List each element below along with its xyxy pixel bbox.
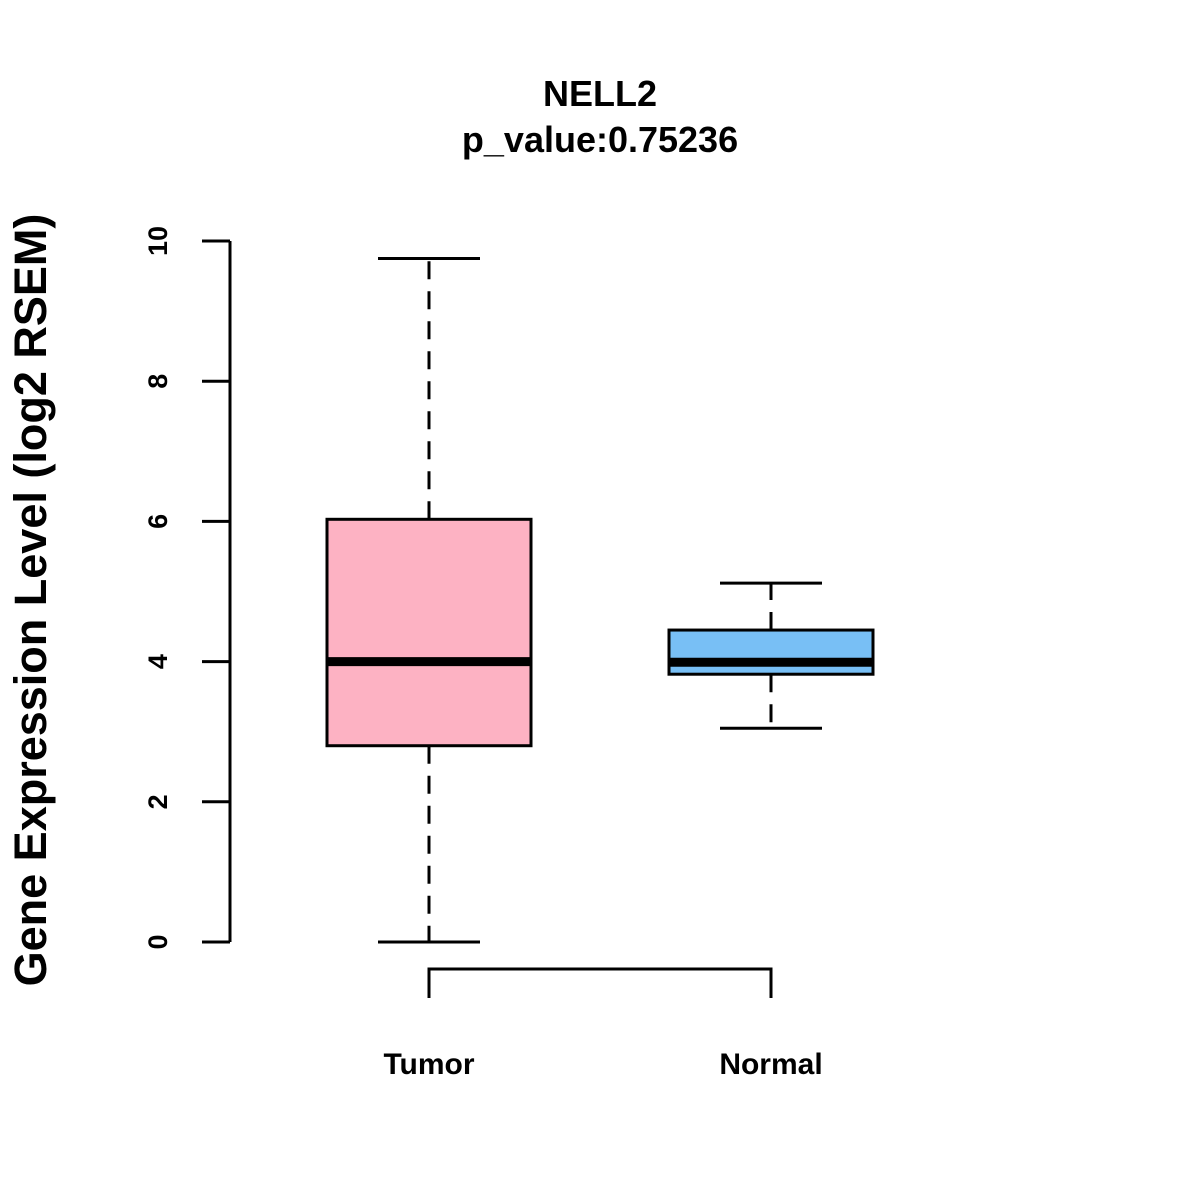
chart-subtitle: p_value:0.75236 <box>462 119 738 160</box>
box-tumor <box>325 257 533 944</box>
y-tick-label: 8 <box>143 374 173 389</box>
y-tick-label: 2 <box>143 794 173 809</box>
box-normal <box>667 581 875 730</box>
category-label-tumor: Tumor <box>383 1048 474 1081</box>
y-axis: 0 2 4 6 8 10 <box>143 226 232 950</box>
box-series <box>325 257 875 944</box>
y-tick-label: 10 <box>143 226 173 256</box>
y-tick-label: 4 <box>143 654 173 669</box>
category-label-normal: Normal <box>719 1048 822 1081</box>
y-tick-label: 6 <box>143 514 173 529</box>
y-axis-label: Gene Expression Level (log2 RSEM) <box>5 214 56 987</box>
iqr-box <box>325 517 533 748</box>
bracket-line <box>427 967 773 998</box>
y-tick-label: 0 <box>143 934 173 949</box>
x-axis-labels: Tumor Normal <box>383 1048 822 1081</box>
iqr-box <box>667 628 875 676</box>
chart-title: NELL2 <box>543 73 657 114</box>
comparison-bracket <box>427 967 773 998</box>
